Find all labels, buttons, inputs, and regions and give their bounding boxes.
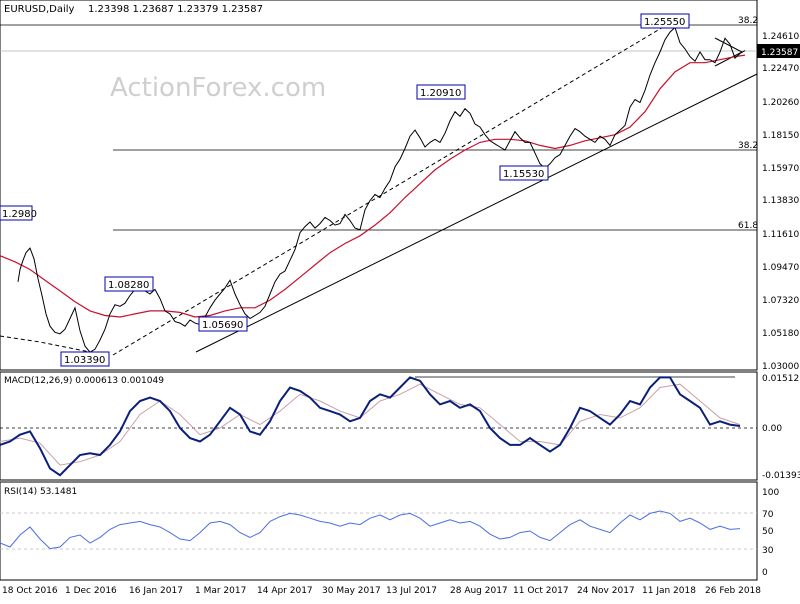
svg-text:1.23587: 1.23587 bbox=[761, 48, 798, 58]
symbol-label: EURUSD,Daily bbox=[4, 4, 75, 15]
date-tick: 28 Aug 2017 bbox=[450, 586, 508, 596]
date-axis: 18 Oct 2016 1 Dec 2016 16 Jan 2017 1 Mar… bbox=[2, 586, 761, 596]
rsi-panel-frame bbox=[0, 481, 758, 581]
ohlc-values: 1.23398 1.23687 1.23379 1.23587 bbox=[88, 4, 263, 15]
date-tick: 26 Feb 2018 bbox=[705, 586, 761, 596]
label-box-115530: 1.15530 bbox=[499, 165, 549, 181]
price-tick: 1.15970 bbox=[762, 164, 799, 174]
date-tick: 14 Apr 2017 bbox=[257, 586, 313, 596]
label-box-108280: 1.08280 bbox=[104, 276, 154, 292]
date-tick: 24 Nov 2017 bbox=[577, 586, 635, 596]
fib-label-mid: 38.2 bbox=[738, 141, 758, 151]
date-tick: 30 May 2017 bbox=[322, 586, 381, 596]
price-series-line bbox=[17, 26, 746, 353]
label-box-120910: 1.20910 bbox=[416, 84, 466, 100]
price-panel-frame bbox=[0, 0, 758, 371]
price-tick: 1.07320 bbox=[762, 296, 799, 306]
rsi-tick: 50 bbox=[762, 527, 774, 537]
svg-text:1.20910: 1.20910 bbox=[420, 88, 461, 99]
price-tick: 1.03000 bbox=[762, 362, 799, 372]
svg-text:1.15530: 1.15530 bbox=[503, 169, 544, 180]
date-tick: 18 Oct 2016 bbox=[2, 586, 58, 596]
rsi-title: RSI(14) 53.1481 bbox=[4, 487, 77, 497]
current-price-tag: 1.23587 bbox=[757, 44, 800, 58]
date-tick: 1 Dec 2016 bbox=[65, 586, 117, 596]
price-tick: 1.13830 bbox=[762, 196, 799, 206]
watermark: ActionForex.com bbox=[110, 73, 326, 103]
date-tick: 16 Jan 2017 bbox=[129, 586, 183, 596]
macd-tick: 0.00 bbox=[762, 424, 782, 434]
svg-text:1.25550: 1.25550 bbox=[644, 17, 685, 28]
label-box-125550: 1.25550 bbox=[640, 13, 690, 29]
price-tick: 1.24610 bbox=[762, 32, 799, 42]
svg-text:1.03390: 1.03390 bbox=[64, 355, 105, 366]
macd-tick: 0.01512 bbox=[762, 374, 799, 384]
moving-average-line bbox=[0, 54, 746, 318]
macd-title: MACD(12,26,9) 0.000613 0.001049 bbox=[4, 376, 164, 386]
rsi-tick: 70 bbox=[762, 510, 774, 520]
fib-label-low: 61.8 bbox=[738, 221, 758, 231]
support-trendline bbox=[195, 73, 758, 353]
macd-signal-line bbox=[0, 383, 741, 466]
date-tick: 13 Jul 2017 bbox=[386, 586, 437, 596]
macd-panel-frame bbox=[0, 371, 758, 481]
date-tick: 1 Mar 2017 bbox=[195, 586, 246, 596]
label-box-2980: 1.2980 bbox=[0, 205, 37, 221]
price-tick: 1.05180 bbox=[762, 329, 799, 339]
svg-text:1.2980: 1.2980 bbox=[2, 209, 37, 220]
macd-tick: -0.01393 bbox=[762, 471, 800, 481]
price-axis: 1.24610 1.22470 1.20260 1.18150 1.15970 … bbox=[762, 32, 799, 372]
date-tick: 11 Oct 2017 bbox=[513, 586, 569, 596]
svg-text:1.05690: 1.05690 bbox=[202, 320, 243, 331]
price-tick: 1.09470 bbox=[762, 263, 799, 273]
svg-text:1.08280: 1.08280 bbox=[108, 280, 149, 291]
label-box-103390: 1.03390 bbox=[60, 351, 110, 367]
fib-label-top: 38.2 bbox=[738, 16, 758, 26]
macd-main-line bbox=[0, 376, 741, 477]
label-box-105690: 1.05690 bbox=[198, 316, 248, 332]
rsi-line bbox=[0, 510, 741, 550]
rsi-tick: 0 bbox=[762, 568, 768, 578]
date-tick: 11 Jan 2018 bbox=[642, 586, 696, 596]
price-tick: 1.20260 bbox=[762, 98, 799, 108]
rsi-tick: 30 bbox=[762, 546, 774, 556]
price-tick: 1.18150 bbox=[762, 131, 799, 141]
price-tick: 1.11610 bbox=[762, 230, 799, 240]
rsi-tick: 100 bbox=[762, 488, 779, 498]
channel-trendline bbox=[112, 16, 681, 356]
price-tick: 1.22470 bbox=[762, 64, 799, 74]
